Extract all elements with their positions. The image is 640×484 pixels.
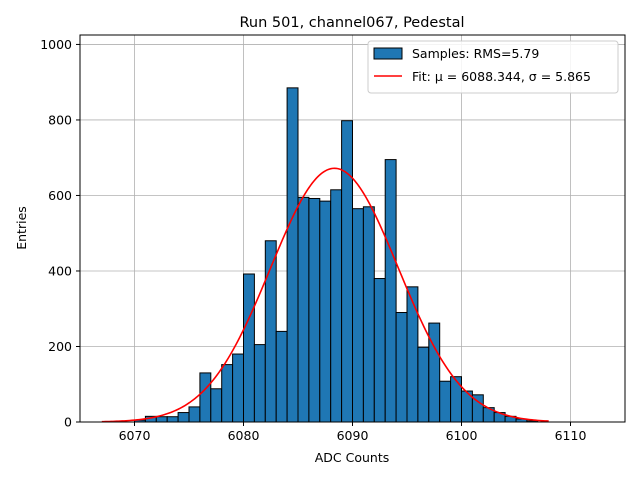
histogram-bar [243, 273, 255, 423]
histogram-bar [253, 344, 266, 423]
x-tick-label: 6080 [228, 428, 260, 443]
x-axis-label: ADC Counts [315, 450, 390, 465]
legend-swatch-samples [373, 47, 403, 60]
chart-title: Run 501, channel067, Pedestal [239, 15, 464, 31]
legend: Samples: RMS=5.79 Fit: μ = 6088.344, σ =… [367, 40, 619, 94]
histogram-bar [319, 200, 332, 423]
y-axis-label: Entries [14, 206, 29, 250]
y-tick-label: 200 [48, 339, 72, 354]
histogram-bar [417, 346, 430, 423]
histogram-bar [439, 380, 452, 423]
histogram-bar [341, 120, 354, 423]
histogram-bar [155, 416, 168, 423]
y-tick-label: 800 [48, 112, 72, 127]
histogram-bar [450, 376, 463, 423]
histogram-bar [428, 322, 441, 423]
histogram-bar [352, 208, 364, 423]
histogram-bar [330, 189, 343, 423]
histogram-bar [221, 364, 234, 423]
histogram-bar [286, 87, 299, 423]
x-axis-ticks: 6070 6080 6090 6100 6110 [119, 422, 587, 443]
histogram-bar [384, 159, 397, 423]
y-tick-label: 1000 [40, 37, 72, 52]
legend-label-fit: Fit: μ = 6088.344, σ = 5.865 [412, 69, 591, 84]
histogram-bar [275, 330, 288, 423]
legend-box [367, 40, 619, 94]
histogram-bar [362, 206, 375, 423]
histogram-bar [308, 197, 321, 423]
histogram-bar [232, 353, 245, 423]
histogram-bar [166, 416, 179, 423]
x-tick-label: 6090 [337, 428, 369, 443]
y-axis-ticks: 0 200 400 600 800 1000 [40, 37, 80, 430]
y-tick-label: 600 [48, 188, 72, 203]
histogram-bar [188, 406, 201, 423]
legend-label-samples: Samples: RMS=5.79 [412, 46, 539, 61]
histogram-bar [373, 278, 386, 423]
histogram-bar [395, 312, 408, 423]
y-tick-label: 0 [64, 415, 72, 430]
y-tick-label: 400 [48, 263, 72, 278]
x-tick-label: 6110 [555, 428, 587, 443]
x-tick-label: 6100 [446, 428, 478, 443]
histogram-bar [199, 372, 212, 423]
histogram-bar [297, 196, 310, 423]
histogram-bar [406, 286, 419, 423]
gaussian-fit-line [101, 167, 549, 423]
x-tick-label: 6070 [119, 428, 151, 443]
histogram-bar [177, 412, 190, 423]
histogram-bar [210, 388, 223, 423]
